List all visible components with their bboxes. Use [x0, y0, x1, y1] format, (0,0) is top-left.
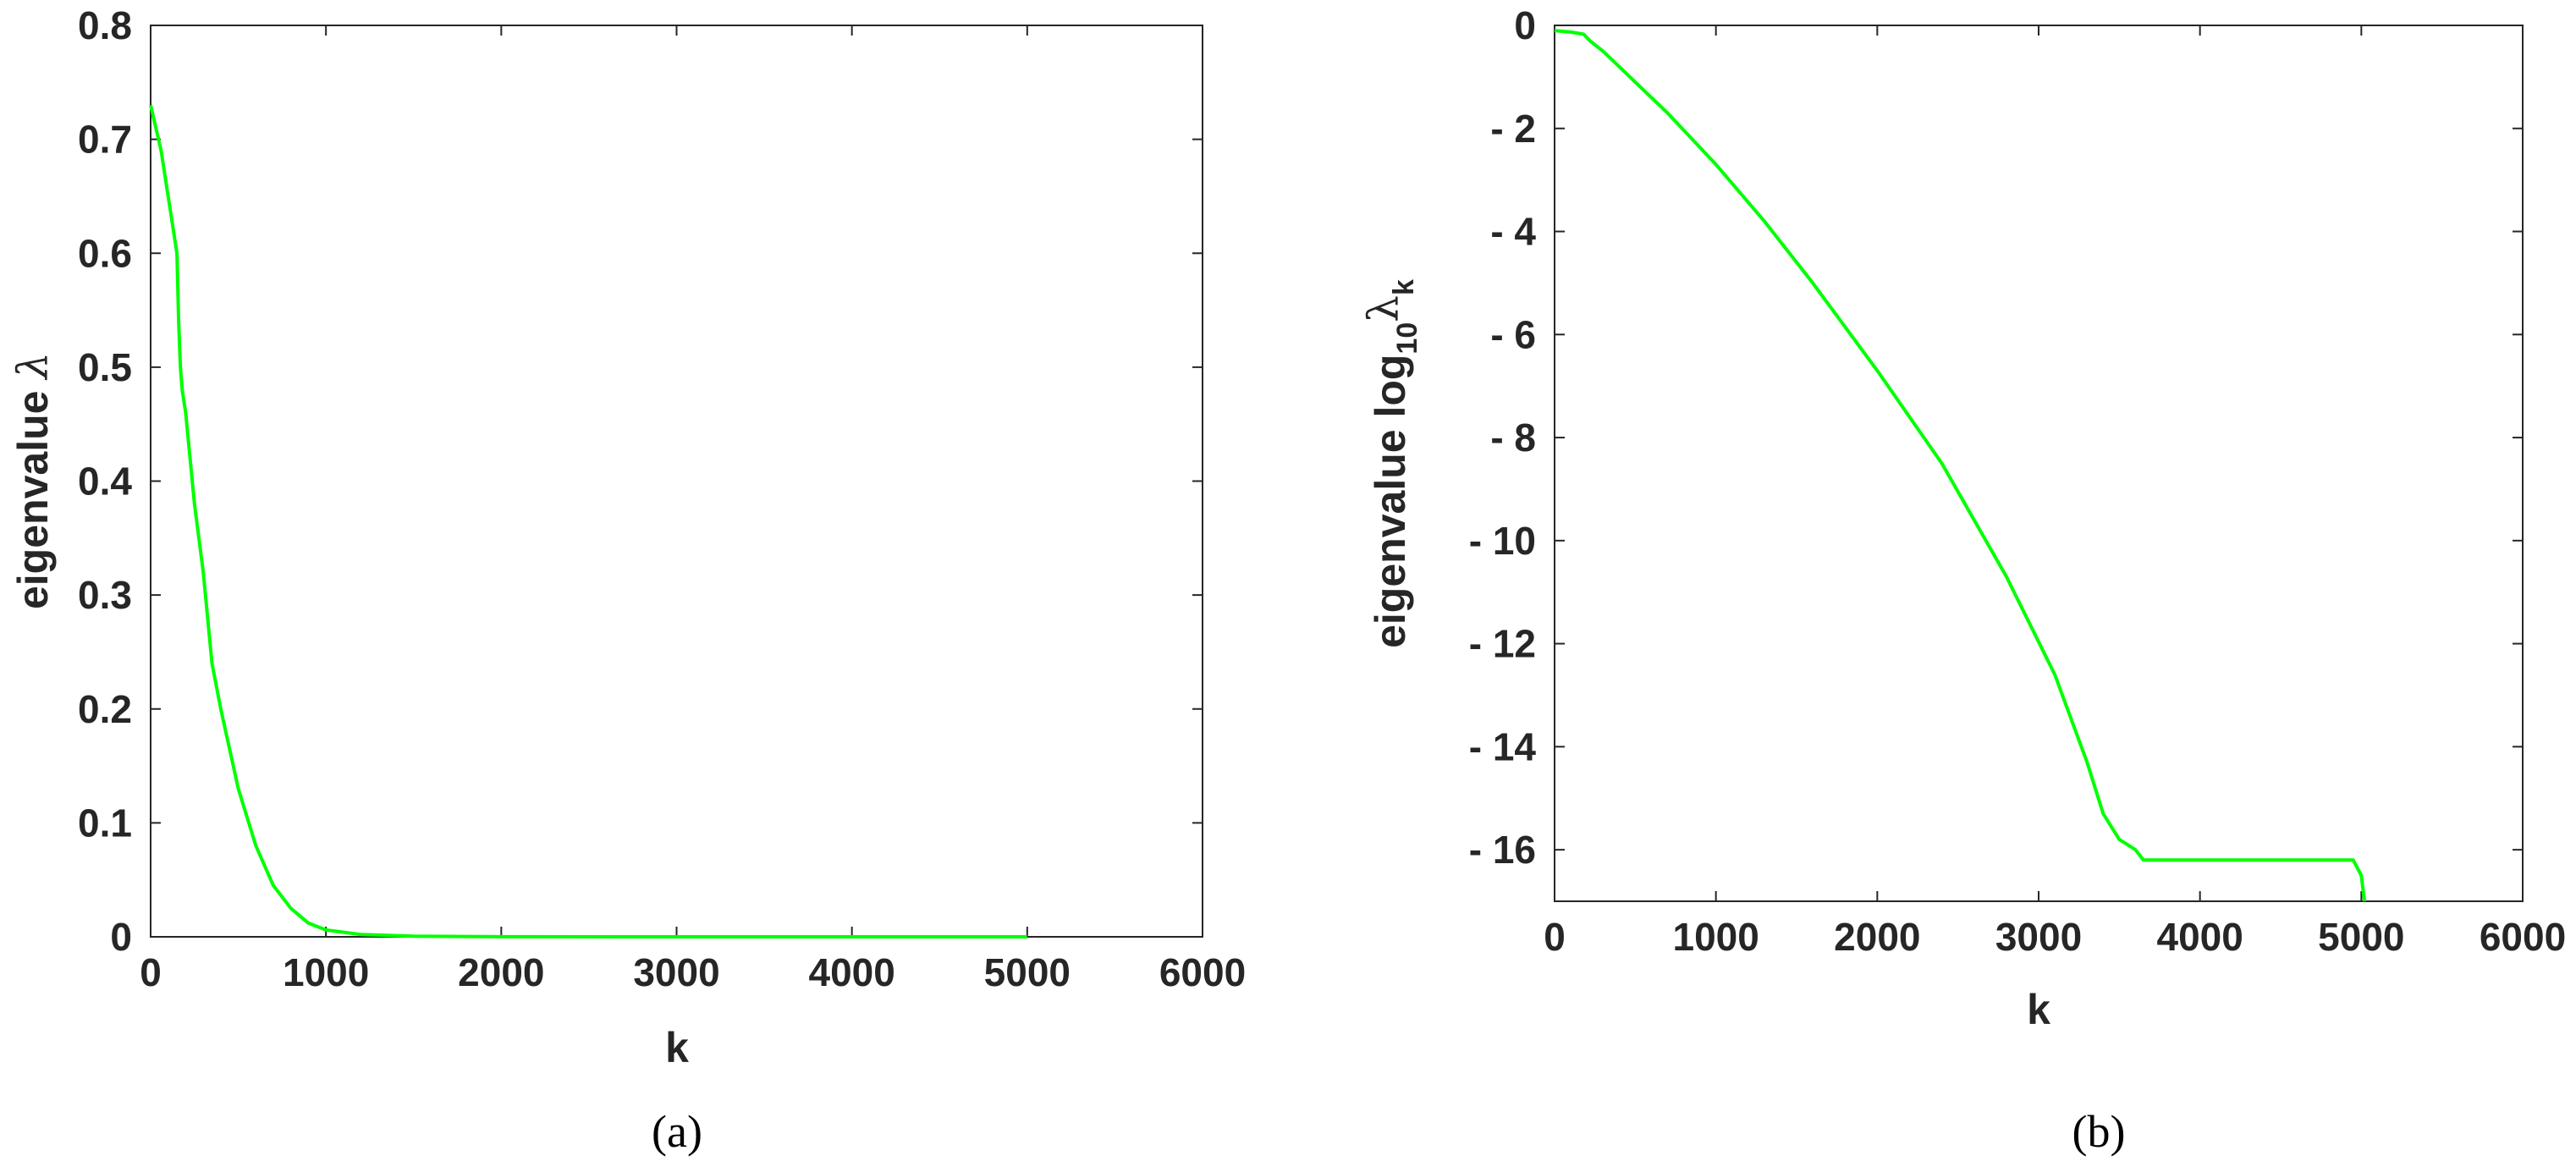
- chart-a-ticks: [150, 25, 1203, 938]
- caption-b: (b): [2072, 1106, 2126, 1157]
- y-tick-label: - 12: [1469, 622, 1536, 666]
- chart-b-x-axis-label: k: [2027, 986, 2050, 1033]
- y-tick-label: 0.2: [78, 687, 132, 731]
- y-tick-label: 0: [1514, 3, 1536, 47]
- x-tick-label: 3000: [1995, 915, 2082, 959]
- y-tick-label: 0.5: [78, 345, 132, 389]
- x-tick-label: 0: [140, 950, 162, 994]
- y-tick-label: 0.3: [78, 573, 132, 617]
- y-tick-label: 0.6: [78, 231, 132, 275]
- x-tick-label: 2000: [1834, 915, 1920, 959]
- y-tick-label: 0.8: [78, 3, 132, 47]
- y-tick-label: - 10: [1469, 519, 1536, 563]
- x-tick-label: 6000: [1159, 950, 1246, 994]
- x-tick-label: 0: [1544, 915, 1566, 959]
- y-tick-label: 0: [110, 915, 132, 959]
- y-tick-label: - 2: [1490, 107, 1536, 151]
- x-tick-label: 5000: [2318, 915, 2404, 959]
- chart-b-y-axis-label: eigenvalue log10λk: [1359, 279, 1423, 648]
- x-tick-label: 4000: [2156, 915, 2243, 959]
- chart-b-y-tick-labels: 0 - 2 - 4 - 6 - 8 - 10 - 12 - 14 - 16: [1469, 3, 1537, 872]
- chart-b-x-tick-labels: 0 1000 2000 3000 4000 5000 6000: [1544, 915, 2566, 959]
- chart-b-series-line: [1554, 29, 2367, 902]
- caption-a: (a): [652, 1106, 702, 1157]
- chart-b-plot-frame: [1554, 25, 2524, 902]
- chart-a-series-line: [149, 104, 1027, 939]
- y-tick-label: - 8: [1490, 416, 1536, 460]
- y-tick-label: - 14: [1469, 724, 1537, 768]
- x-tick-label: 5000: [984, 950, 1071, 994]
- x-tick-label: 4000: [808, 950, 894, 994]
- chart-b-ticks: [1554, 25, 2524, 901]
- x-tick-label: 1000: [283, 950, 369, 994]
- x-tick-label: 6000: [2480, 915, 2566, 959]
- chart-a-x-tick-labels: 0 1000 2000 3000 4000 5000 6000: [140, 950, 1246, 994]
- x-tick-label: 3000: [633, 950, 719, 994]
- y-tick-label: - 16: [1469, 828, 1536, 872]
- chart-a-plot-frame: [150, 25, 1203, 938]
- chart-a-y-tick-labels: 0 0.1 0.2 0.3 0.4 0.5 0.6 0.7 0.8: [78, 3, 132, 959]
- y-tick-label: - 6: [1490, 312, 1536, 356]
- x-tick-label: 2000: [458, 950, 544, 994]
- x-tick-label: 1000: [1672, 915, 1759, 959]
- y-tick-label: - 4: [1490, 210, 1536, 254]
- y-tick-label: 0.7: [78, 118, 132, 162]
- chart-a-x-axis-label: k: [665, 1024, 689, 1071]
- y-tick-label: 0.1: [78, 801, 132, 845]
- chart-a-y-axis-label: eigenvalue λ: [8, 352, 58, 609]
- chart-b: 0 1000 2000 3000 4000 5000 6000 0 - 2 - 4 - 6 - 8 -…: [1359, 3, 2566, 1157]
- y-tick-label: 0.4: [78, 460, 132, 504]
- chart-a: 0 1000 2000 3000 4000 5000 6000 00.10.20.30.40…: [8, 3, 1246, 1157]
